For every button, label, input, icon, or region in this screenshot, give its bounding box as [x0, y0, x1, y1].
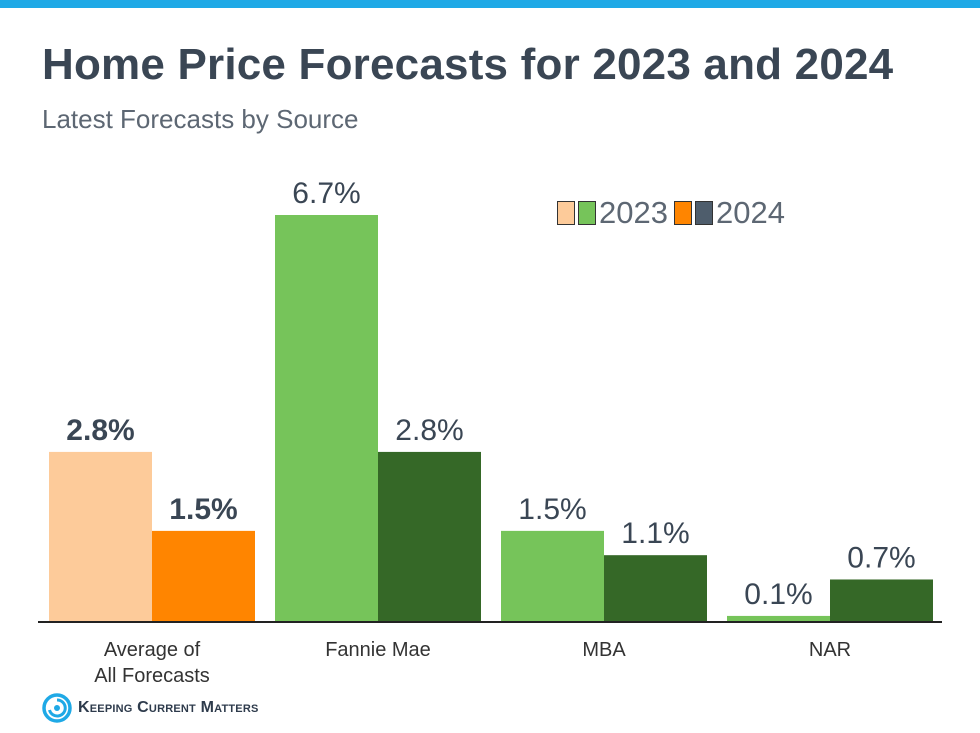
kcm-logo: Keeping Current Matters [42, 693, 259, 723]
legend-swatch-2023-sources [578, 201, 596, 225]
data-label-2023-3: 0.1% [744, 578, 812, 611]
data-label-2023-1: 6.7% [292, 177, 360, 210]
category-label-0-0: Average of [104, 639, 201, 661]
bar-2023-0 [49, 451, 152, 622]
logo-wordmark: Keeping Current Matters [78, 699, 259, 716]
legend-swatch-2023-average [557, 201, 575, 225]
data-label-2024-1: 2.8% [395, 414, 463, 447]
category-label-1-0: Fannie Mae [325, 639, 431, 661]
chart-subtitle: Latest Forecasts by Source [42, 104, 359, 134]
top-accent-bar [0, 0, 980, 8]
bar-2024-1 [378, 451, 481, 622]
bar-2023-1 [275, 215, 378, 622]
swirl-logo-icon [42, 693, 72, 723]
bar-2024-0 [152, 530, 255, 622]
category-label-2-0: MBA [582, 639, 626, 661]
data-label-2024-2: 1.1% [621, 517, 689, 550]
data-label-2023-0: 2.8% [66, 414, 134, 447]
category-label-0-1: All Forecasts [94, 665, 210, 687]
data-label-2024-0: 1.5% [169, 493, 237, 526]
legend-swatch-2024-sources [694, 201, 713, 225]
chart-legend: 2023 2024 [557, 195, 791, 231]
bar-2023-2 [501, 530, 604, 622]
data-label-2023-2: 1.5% [518, 493, 586, 526]
legend-swatch-2024-average [673, 201, 692, 225]
chart-title: Home Price Forecasts for 2023 and 2024 [42, 40, 894, 89]
bar-2023-3 [727, 615, 830, 622]
category-label-3-0: NAR [809, 639, 851, 661]
legend-label-2024: 2024 [715, 195, 785, 230]
bar-2024-2 [604, 555, 707, 622]
legend-label-2023: 2023 [599, 195, 668, 230]
data-label-2024-3: 0.7% [847, 541, 915, 574]
bar-2024-3 [830, 579, 933, 622]
